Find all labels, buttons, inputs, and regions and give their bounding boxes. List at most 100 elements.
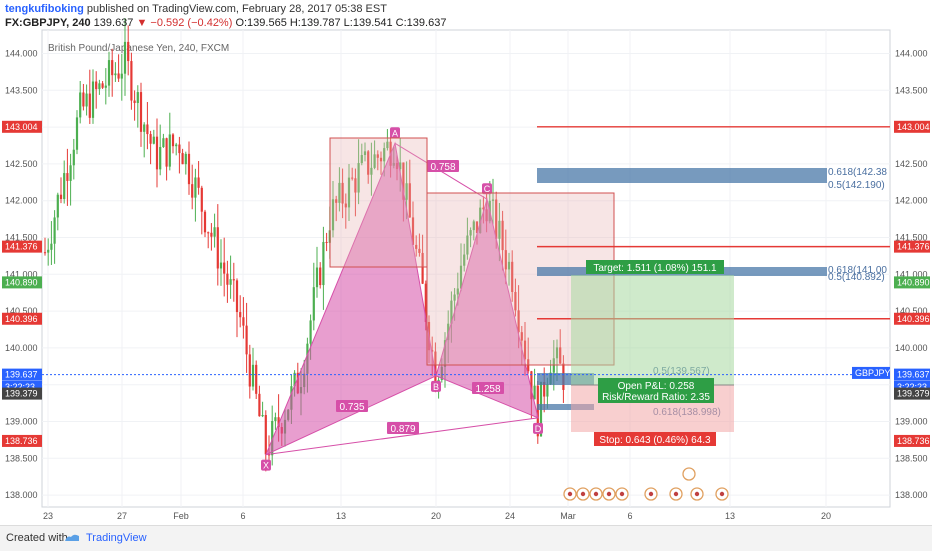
candle-body bbox=[520, 332, 523, 341]
x-tick-label: 23 bbox=[43, 511, 53, 521]
y-tick-label-left: 139.000 bbox=[5, 417, 38, 427]
x-tick-label: 20 bbox=[821, 511, 831, 521]
candle-body bbox=[351, 177, 354, 179]
candle-body bbox=[123, 41, 127, 74]
candle-body bbox=[533, 385, 536, 400]
candle-body bbox=[367, 151, 370, 175]
pattern-point-badge bbox=[431, 380, 441, 392]
candle-body bbox=[357, 163, 360, 193]
candle-body bbox=[104, 85, 107, 88]
candle-body bbox=[162, 138, 165, 147]
candle-body bbox=[232, 279, 235, 281]
y-tick-label-right: 140.000 bbox=[895, 343, 928, 353]
candle-body bbox=[402, 162, 405, 200]
candle-body bbox=[459, 265, 463, 289]
axis-price-text-right: 143.004 bbox=[897, 122, 930, 132]
symbol-line: FX:GBPJPY, 240 139.637 ▼ −0.592 (−0.42%)… bbox=[5, 17, 446, 29]
candle-body bbox=[354, 178, 357, 193]
candle-body bbox=[472, 221, 475, 231]
candle-body bbox=[517, 310, 520, 333]
axis-price-text-right: 140.890 bbox=[897, 277, 930, 287]
candle-body bbox=[251, 364, 255, 387]
candle-body bbox=[239, 312, 242, 318]
candle-body bbox=[59, 194, 63, 200]
axis-price-text-right: 138.736 bbox=[897, 436, 930, 446]
candle-body bbox=[386, 141, 389, 149]
axis-price-text-right: 3:22:23 bbox=[897, 382, 927, 392]
candle-body bbox=[133, 100, 136, 104]
candle-body bbox=[373, 154, 376, 168]
candle-body bbox=[501, 220, 504, 251]
candle-body bbox=[171, 134, 175, 147]
x-tick-label: 27 bbox=[117, 511, 127, 521]
candle-body bbox=[383, 148, 386, 162]
candle-body bbox=[399, 162, 402, 170]
x-tick-label: 20 bbox=[431, 511, 441, 521]
candle-body bbox=[312, 287, 315, 321]
candle-body bbox=[331, 199, 335, 231]
candle-body bbox=[56, 194, 59, 218]
candle-body bbox=[136, 92, 139, 104]
published-text: published on TradingView.com, February 2… bbox=[86, 3, 387, 15]
candle-body bbox=[415, 244, 418, 249]
candle-body bbox=[261, 415, 264, 417]
candle-body bbox=[325, 241, 328, 243]
candle-body bbox=[197, 177, 200, 188]
fib-zone bbox=[537, 404, 594, 410]
x-tick-label: 24 bbox=[505, 511, 515, 521]
candle-body bbox=[127, 41, 130, 62]
author-name[interactable]: tengkufiboking bbox=[5, 3, 84, 15]
candle-body bbox=[424, 283, 427, 322]
axis-price-text-left: 139.637 bbox=[5, 370, 38, 380]
candle-body bbox=[248, 354, 251, 387]
axis-price-text-left: 139.379 bbox=[5, 389, 38, 399]
chart-header: tengkufiboking published on TradingView.… bbox=[0, 0, 932, 30]
candle-body bbox=[523, 340, 527, 360]
candle-body bbox=[453, 294, 456, 301]
candle-body bbox=[50, 243, 53, 250]
y-tick-label-right: 138.000 bbox=[895, 490, 928, 500]
axis-price-badge-right bbox=[894, 240, 930, 253]
x-tick-label: Feb bbox=[173, 511, 189, 521]
ratio-badge bbox=[336, 400, 368, 412]
pattern-point-label: X bbox=[263, 461, 269, 471]
axis-price-text-left: 3:22:23 bbox=[5, 382, 35, 392]
axis-price-text-left: 140.396 bbox=[5, 314, 38, 324]
axis-price-text-left: 140.890 bbox=[5, 277, 38, 287]
axis-price-badge-left bbox=[2, 387, 42, 400]
event-dot-icon bbox=[694, 491, 700, 497]
candle-body bbox=[363, 151, 367, 156]
candle-body bbox=[117, 73, 120, 79]
candle-body bbox=[101, 83, 104, 88]
candle-body bbox=[149, 134, 152, 144]
axis-price-badge-right bbox=[894, 387, 930, 400]
candle-body bbox=[258, 393, 261, 417]
tradingview-brand[interactable]: TradingView bbox=[86, 532, 147, 544]
candle-body bbox=[469, 230, 472, 236]
pattern-bcd-triangle bbox=[435, 197, 539, 419]
series-title: British Pound/Japanese Yen, 240, FXCM bbox=[48, 43, 229, 54]
candle-body bbox=[319, 267, 322, 286]
axis-price-badge-left bbox=[2, 120, 42, 133]
candle-body bbox=[194, 177, 197, 198]
ratio-label: 0.879 bbox=[390, 424, 415, 435]
tradingview-logo-icon bbox=[65, 534, 79, 541]
axis-price-badge-left bbox=[2, 240, 42, 253]
y-tick-label-left: 142.500 bbox=[5, 159, 38, 169]
axis-price-text-left: 143.004 bbox=[5, 122, 38, 132]
y-tick-label-right: 141.500 bbox=[895, 233, 928, 243]
candle-body bbox=[491, 199, 495, 201]
axis-price-badge-left bbox=[2, 312, 42, 325]
candle-body bbox=[341, 182, 344, 204]
candle-body bbox=[479, 207, 482, 234]
symbol: FX:GBPJPY, 240 bbox=[5, 17, 91, 29]
candle-body bbox=[559, 347, 562, 364]
event-dot-icon bbox=[619, 491, 625, 497]
fib-label: 0.5(142.190) bbox=[828, 180, 885, 191]
candle-body bbox=[370, 167, 373, 175]
candle-body bbox=[546, 384, 549, 397]
candle-body bbox=[63, 173, 66, 200]
pattern-point-badge bbox=[533, 422, 543, 434]
candle-body bbox=[511, 261, 514, 292]
